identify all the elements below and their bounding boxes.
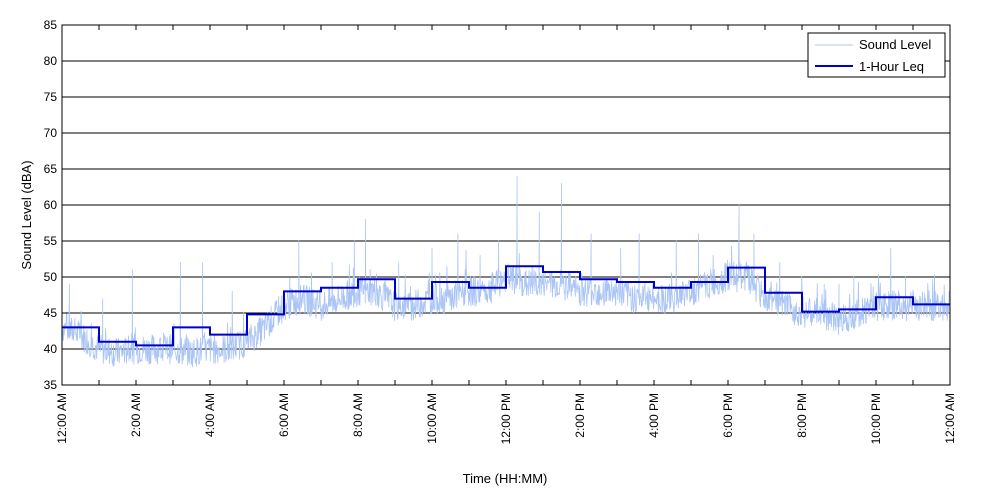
tick-layer: 35 40 45 50 55 60 65 70 75 80 85 12:00 AM 2:00 AM 4:0… (44, 18, 957, 444)
x-tick-label: 2:00 PM (573, 393, 587, 438)
series-line-hourly-leq (62, 265, 950, 347)
x-tick-label: 8:00 PM (795, 393, 809, 438)
grid-layer (62, 24, 950, 386)
y-tick-label: 65 (44, 162, 58, 176)
y-tick-label: 75 (44, 90, 58, 104)
y-tick-label: 80 (44, 54, 58, 68)
x-tick-label: 6:00 AM (277, 393, 291, 437)
y-tick-label: 50 (44, 270, 58, 284)
legend-label-sound-level: Sound Level (859, 37, 931, 52)
legend-label-hourly-leq: 1-Hour Leq (859, 59, 924, 74)
x-tick-label: 4:00 AM (203, 393, 217, 437)
x-tick-label: 12:00 AM (943, 393, 957, 444)
legend-box (807, 32, 946, 78)
y-tick-label: 60 (44, 198, 58, 212)
x-tick-label: 10:00 PM (869, 393, 883, 444)
x-tick-label: 12:00 AM (55, 393, 69, 444)
x-axis-title: Time (HH:MM) (463, 471, 548, 486)
x-tick-label: 6:00 PM (721, 393, 735, 438)
y-tick-label: 85 (44, 18, 58, 32)
series-layer (61, 175, 950, 368)
y-tick-label: 35 (44, 378, 58, 392)
x-tick-label: 2:00 AM (129, 393, 143, 437)
y-tick-label: 40 (44, 342, 58, 356)
y-tick-label: 45 (44, 306, 58, 320)
x-tick-label: 8:00 AM (351, 393, 365, 437)
x-tick-label: 4:00 PM (647, 393, 661, 438)
y-tick-label: 55 (44, 234, 58, 248)
y-tick-label: 70 (44, 126, 58, 140)
x-tick-label: 10:00 AM (425, 393, 439, 444)
x-tick-label: 12:00 PM (499, 393, 513, 444)
y-axis-title: Sound Level (dBA) (19, 160, 34, 269)
legend: Sound Level 1-Hour Leq (807, 32, 946, 78)
